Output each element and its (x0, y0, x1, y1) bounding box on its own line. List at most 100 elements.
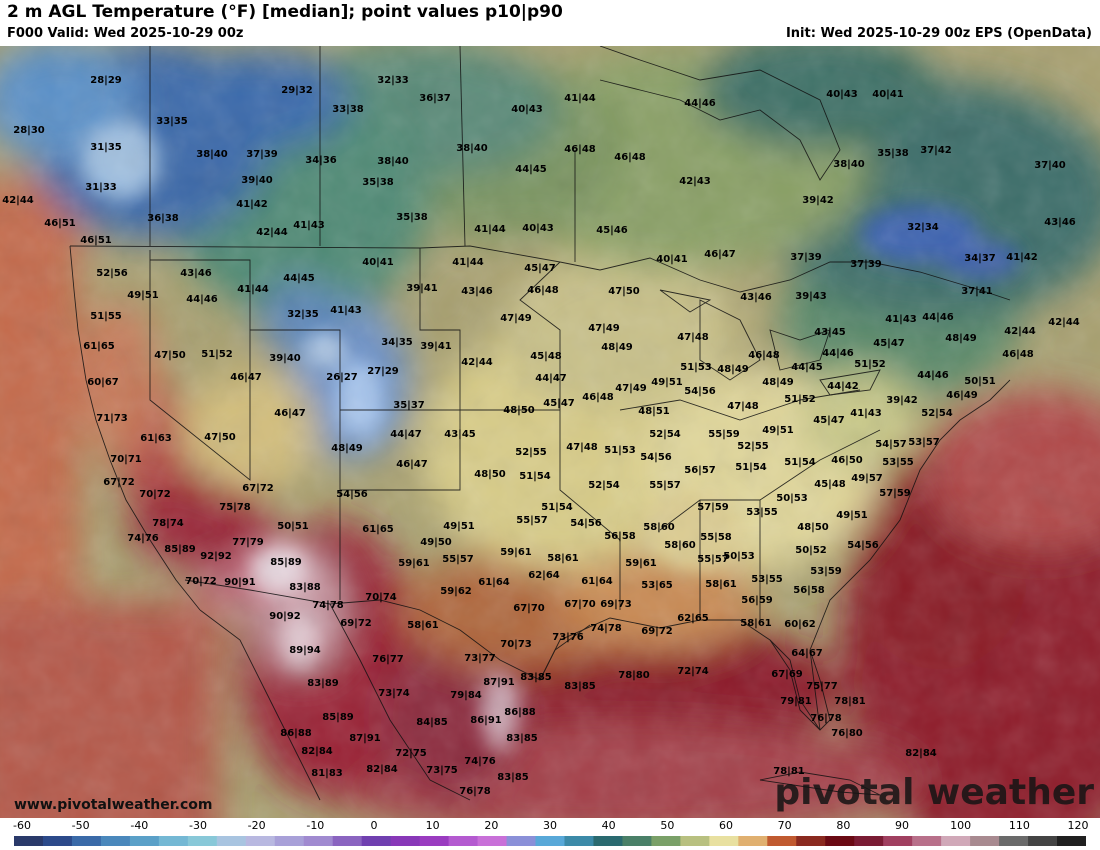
point-value: 44|45 (515, 164, 547, 175)
point-value: 51|53 (604, 445, 636, 456)
colorbar-segment (738, 836, 768, 846)
colorbar-segment (332, 836, 363, 846)
point-value: 53|55 (746, 507, 778, 518)
point-value: 59|61 (398, 558, 430, 569)
colorbar-segment (912, 836, 942, 846)
colorbar-tick: 110 (1008, 819, 1030, 832)
point-value: 31|35 (90, 142, 122, 153)
point-value: 47|50 (154, 350, 186, 361)
website-url[interactable]: www.pivotalweather.com (14, 797, 213, 813)
colorbar-segment (419, 836, 450, 846)
point-value: 74|76 (464, 756, 496, 767)
point-value: 83|85 (497, 772, 529, 783)
point-value: 73|76 (552, 632, 584, 643)
point-value: 83|85 (564, 681, 596, 692)
point-value: 51|52 (854, 359, 886, 370)
point-value: 51|55 (90, 311, 122, 322)
point-value: 49|51 (836, 510, 868, 521)
point-value: 49|51 (651, 377, 683, 388)
point-value: 76|77 (372, 654, 404, 665)
point-value: 41|44 (237, 284, 269, 295)
point-value: 41|44 (452, 257, 484, 268)
point-value: 67|70 (564, 599, 596, 610)
colorbar-segment (1057, 836, 1086, 846)
point-value: 59|62 (440, 586, 472, 597)
colorbar-tick: -50 (71, 819, 90, 832)
point-value: 70|72 (139, 489, 171, 500)
point-value: 90|92 (269, 611, 301, 622)
point-value: 51|54 (519, 471, 551, 482)
point-value: 44|47 (535, 373, 567, 384)
point-value: 54|56 (570, 518, 602, 529)
colorbar-segment (941, 836, 971, 846)
colorbar-segment (303, 836, 334, 846)
point-value: 56|57 (684, 465, 716, 476)
point-value: 47|50 (204, 432, 236, 443)
point-value: 44|46 (917, 370, 949, 381)
point-value: 75|78 (219, 502, 251, 513)
colorbar-tick: 100 (950, 819, 972, 832)
colorbar-tick: -60 (13, 819, 31, 832)
point-value: 55|57 (649, 480, 681, 491)
point-value: 52|55 (515, 447, 547, 458)
point-value: 53|55 (751, 574, 783, 585)
point-value: 37|39 (790, 252, 822, 263)
point-value: 37|42 (920, 145, 952, 156)
colorbar-segment (100, 836, 131, 846)
point-value: 48|50 (797, 522, 829, 533)
point-value: 62|64 (528, 570, 560, 581)
colorbar-segment (767, 836, 797, 846)
colorbar-segment (680, 836, 710, 846)
point-values: 28|29 29|32 32|33 36|37 33|38 40|43 41|44 44|46… (2, 75, 1080, 797)
colorbar-segment (187, 836, 218, 846)
colorbar-segment (883, 836, 913, 846)
point-value: 43|46 (180, 268, 212, 279)
point-value: 51|54 (541, 502, 573, 513)
colorbar-segment (477, 836, 508, 846)
point-value: 39|40 (269, 353, 301, 364)
colorbar-segment (448, 836, 479, 846)
colorbar-tick: 60 (719, 819, 733, 832)
point-value: 86|91 (470, 715, 502, 726)
point-value: 46|47 (230, 372, 262, 383)
point-value: 48|50 (474, 469, 506, 480)
point-value: 58|60 (664, 540, 696, 551)
point-value: 45|47 (543, 398, 575, 409)
colorbar-segment (129, 836, 160, 846)
colorbar-tick: 0 (370, 819, 378, 832)
point-value: 56|58 (604, 531, 636, 542)
point-value: 33|38 (332, 104, 364, 115)
colorbar-segment (651, 836, 681, 846)
point-value: 86|88 (280, 728, 312, 739)
point-value: 84|85 (416, 717, 448, 728)
point-value: 38|40 (456, 143, 488, 154)
point-value: 75|77 (806, 681, 838, 692)
point-value: 42|44 (2, 195, 34, 206)
point-value: 70|71 (110, 454, 142, 465)
point-value: 58|61 (740, 618, 772, 629)
point-value: 51|54 (735, 462, 767, 473)
init-time: Init: Wed 2025-10-29 00z EPS (OpenData) (785, 26, 1092, 41)
point-value: 70|73 (500, 639, 532, 650)
point-value: 60|67 (87, 377, 119, 388)
point-value: 36|37 (419, 93, 451, 104)
point-value: 83|85 (520, 672, 552, 683)
point-value: 48|49 (945, 333, 977, 344)
colorbar-segment (1028, 836, 1058, 846)
point-value: 85|89 (322, 712, 354, 723)
point-value: 28|29 (90, 75, 122, 86)
point-value: 67|70 (513, 603, 545, 614)
valid-time: F000 Valid: Wed 2025-10-29 00z (7, 26, 244, 41)
point-value: 45|48 (530, 351, 562, 362)
point-value: 46|47 (396, 459, 428, 470)
point-value: 52|54 (649, 429, 681, 440)
colorbar-segment (825, 836, 855, 846)
point-value: 47|50 (608, 286, 640, 297)
point-value: 35|38 (877, 148, 909, 159)
point-value: 54|56 (640, 452, 672, 463)
point-value: 31|33 (85, 182, 117, 193)
point-value: 44|45 (283, 273, 315, 284)
point-value: 70|72 (185, 576, 217, 587)
point-value: 58|61 (547, 553, 579, 564)
colorbar-segment (361, 836, 392, 846)
